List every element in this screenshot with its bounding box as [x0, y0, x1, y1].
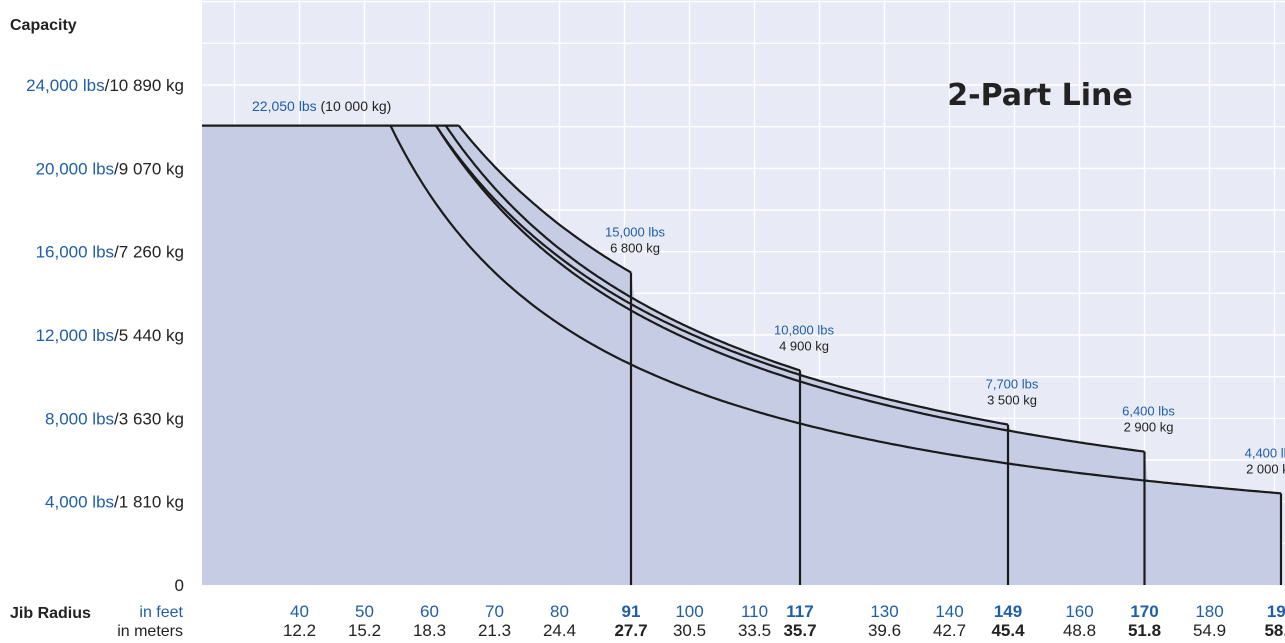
x-tick-feet: 191 — [1267, 602, 1285, 621]
y-tick-label: 20,000 lbs/9 070 kg — [36, 159, 184, 178]
x-tick-feet: 70 — [485, 602, 504, 621]
x-tick-meters: 18.3 — [413, 621, 446, 640]
y-tick-label: 0 — [175, 576, 184, 595]
x-tick-feet: 91 — [622, 602, 641, 621]
x-tick-feet: 140 — [935, 602, 963, 621]
load-curve-91ft — [457, 124, 632, 274]
x-tick-feet: 149 — [994, 602, 1022, 621]
x-tick-meters: 15.2 — [348, 621, 381, 640]
x-tick-feet: 170 — [1130, 602, 1158, 621]
y-tick-label: 24,000 lbs/10 890 kg — [26, 76, 184, 95]
x-tick-meters: 39.6 — [868, 621, 901, 640]
x-tick-feet: 160 — [1065, 602, 1093, 621]
x-tick-feet: 117 — [786, 602, 813, 621]
x-tick-feet: 50 — [355, 602, 374, 621]
tip-capacity-lbs-117: 10,800 lbs — [774, 322, 834, 337]
load-curve-117ft — [444, 124, 801, 372]
max-capacity-kg: (10 000 kg) — [321, 98, 392, 114]
max-capacity-lbs: 22,050 lbs — [252, 98, 321, 114]
x-tick-meters: 58.2 — [1264, 621, 1285, 640]
x-tick-feet: 100 — [675, 602, 703, 621]
tip-capacity-lbs-91: 15,000 lbs — [605, 225, 665, 240]
x-axis-ticks: 4012.25015.26018.37021.38024.49127.71003… — [283, 602, 1285, 640]
y-tick-label: 4,000 lbs/1 810 kg — [45, 493, 184, 512]
max-capacity-label: 22,050 lbs (10 000 kg) — [252, 98, 391, 114]
x-tick-feet: 80 — [550, 602, 569, 621]
tip-capacity-kg-191: 2 000 kg — [1246, 461, 1285, 476]
x-tick-meters: 12.2 — [283, 621, 316, 640]
x-tick-meters: 24.4 — [543, 621, 576, 640]
x-tick-feet: 60 — [420, 602, 439, 621]
load-curves — [202, 124, 1283, 585]
x-tick-feet: 180 — [1195, 602, 1223, 621]
x-tick-meters: 21.3 — [478, 621, 511, 640]
x-tick-meters: 45.4 — [991, 621, 1025, 640]
x-tick-feet: 130 — [870, 602, 898, 621]
tip-capacity-kg-170: 2 900 kg — [1124, 420, 1174, 435]
tip-capacity-lbs-170: 6,400 lbs — [1122, 404, 1175, 419]
tip-capacity-kg-149: 3 500 kg — [987, 393, 1037, 408]
x-tick-meters: 42.7 — [933, 621, 966, 640]
y-tick-label: 8,000 lbs/3 630 kg — [45, 409, 184, 428]
load-curve-149ft — [435, 124, 1009, 426]
x-tick-meters: 33.5 — [738, 621, 771, 640]
chart-title: 2-Part Line — [947, 78, 1132, 113]
x-tick-meters: 48.8 — [1063, 621, 1096, 640]
x-unit-meters-label: in meters — [117, 623, 183, 640]
y-axis-title: Capacity — [10, 17, 77, 34]
x-tick-meters: 54.9 — [1193, 621, 1226, 640]
tip-capacity-lbs-149: 7,700 lbs — [986, 377, 1039, 392]
x-axis-title: Jib Radius — [10, 605, 91, 622]
tip-capacity-lbs-191: 4,400 lbs — [1245, 445, 1285, 460]
y-axis-ticks: 0 4,000 lbs/1 810 kg 8,000 lbs/3 630 kg 12,… — [26, 76, 184, 595]
tip-capacity-kg-117: 4 900 kg — [779, 338, 829, 353]
x-tick-meters: 30.5 — [673, 621, 706, 640]
x-tick-feet: 40 — [290, 602, 309, 621]
x-tick-meters: 27.7 — [614, 621, 647, 640]
y-tick-label: 12,000 lbs/5 440 kg — [36, 326, 184, 345]
x-tick-meters: 51.8 — [1128, 621, 1161, 640]
load-curve-191ft — [389, 125, 1282, 495]
x-tick-feet: 110 — [741, 602, 768, 621]
x-unit-feet-label: in feet — [139, 604, 183, 621]
tip-capacity-kg-91: 6 800 kg — [610, 241, 660, 256]
y-tick-label: 16,000 lbs/7 260 kg — [36, 243, 184, 262]
load-curve-170ft — [435, 125, 1145, 453]
x-tick-meters: 35.7 — [783, 621, 816, 640]
